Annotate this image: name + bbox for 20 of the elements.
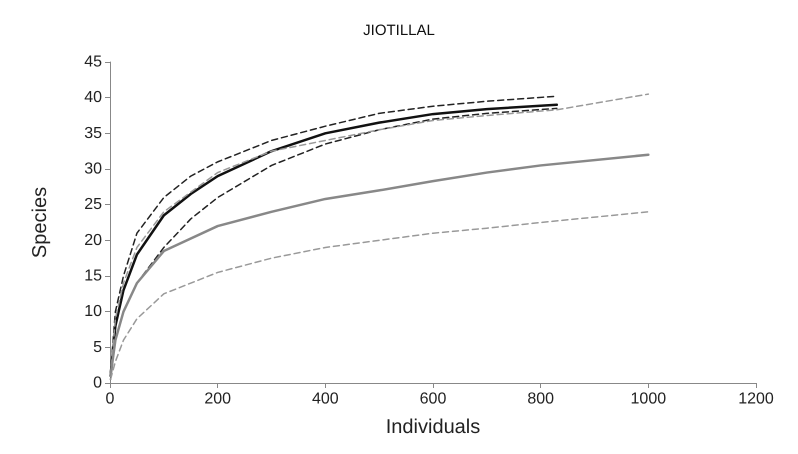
x-tick-label: 200 xyxy=(204,390,232,408)
y-tick-label: 0 xyxy=(93,374,102,392)
y-tick-label: 45 xyxy=(84,54,102,70)
y-tick-label: 10 xyxy=(84,303,102,320)
y-tick-label: 25 xyxy=(84,196,102,214)
x-tick-label: 1000 xyxy=(630,390,666,408)
x-tick-label: 1200 xyxy=(738,390,774,408)
x-tick-label: 800 xyxy=(527,390,554,408)
y-tick-label: 15 xyxy=(84,268,102,284)
chart-title: JIOTILLAL xyxy=(363,22,435,39)
x-axis-title: Individuals xyxy=(386,416,480,438)
x-tick-label: 400 xyxy=(312,390,339,408)
x-tick-label: 0 xyxy=(106,390,115,408)
y-tick-label: 35 xyxy=(84,124,102,142)
y-tick-label: 40 xyxy=(84,89,102,106)
x-tick-label: 600 xyxy=(420,390,446,408)
y-tick-label: 20 xyxy=(84,232,102,249)
y-tick-label: 30 xyxy=(84,160,102,178)
y-tick-label: 5 xyxy=(93,338,102,356)
y-axis-title: Species xyxy=(29,186,51,258)
